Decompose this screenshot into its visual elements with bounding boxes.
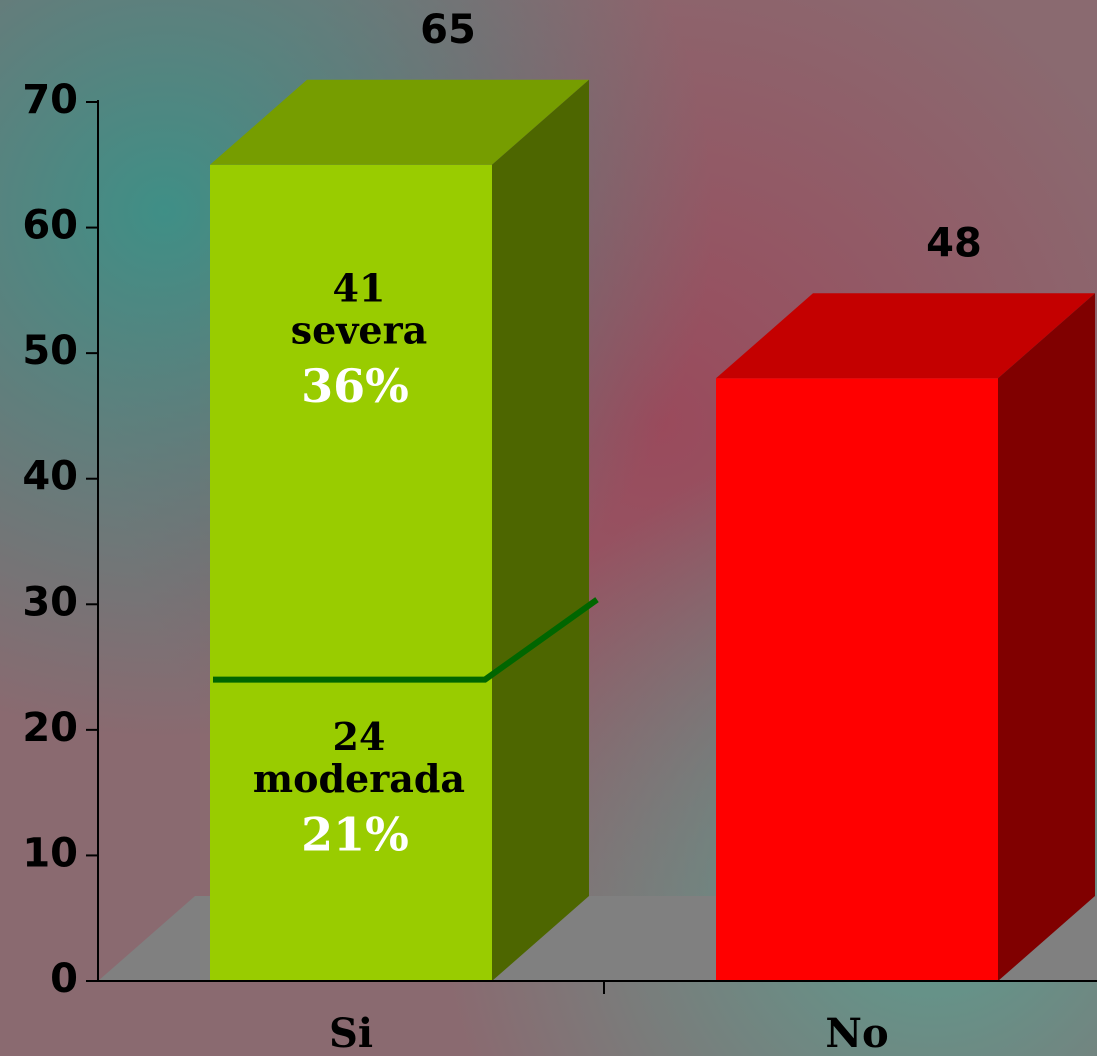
plot-area bbox=[210, 79, 1095, 982]
segment-name: severa bbox=[291, 308, 427, 353]
y-tick-label: 20 bbox=[22, 705, 78, 751]
segment-share: 21% bbox=[301, 807, 409, 861]
value-label: 65 bbox=[420, 7, 476, 53]
segment-value: 24 bbox=[333, 714, 386, 759]
y-tick-label: 10 bbox=[22, 830, 78, 876]
segment-value: 41 bbox=[333, 266, 386, 311]
bar-top bbox=[210, 79, 589, 165]
bar-front bbox=[210, 164, 492, 982]
y-tick-label: 50 bbox=[22, 328, 78, 374]
bar-side bbox=[998, 293, 1095, 981]
y-tick-label: 40 bbox=[22, 454, 78, 500]
y-tick-label: 70 bbox=[22, 77, 78, 123]
value-label: 48 bbox=[926, 220, 982, 266]
bar-side bbox=[492, 79, 589, 982]
y-tick-label: 60 bbox=[22, 203, 78, 249]
segment-share: 36% bbox=[301, 359, 409, 413]
x-tick-label: Si bbox=[329, 1010, 373, 1056]
segment-divider bbox=[213, 597, 599, 683]
segment-name: moderada bbox=[253, 756, 465, 801]
bar-top bbox=[716, 293, 1095, 379]
y-tick-label: 30 bbox=[22, 579, 78, 625]
y-tick-label: 0 bbox=[50, 956, 78, 1002]
x-tick-label: No bbox=[825, 1010, 888, 1056]
bar-front bbox=[716, 378, 998, 981]
